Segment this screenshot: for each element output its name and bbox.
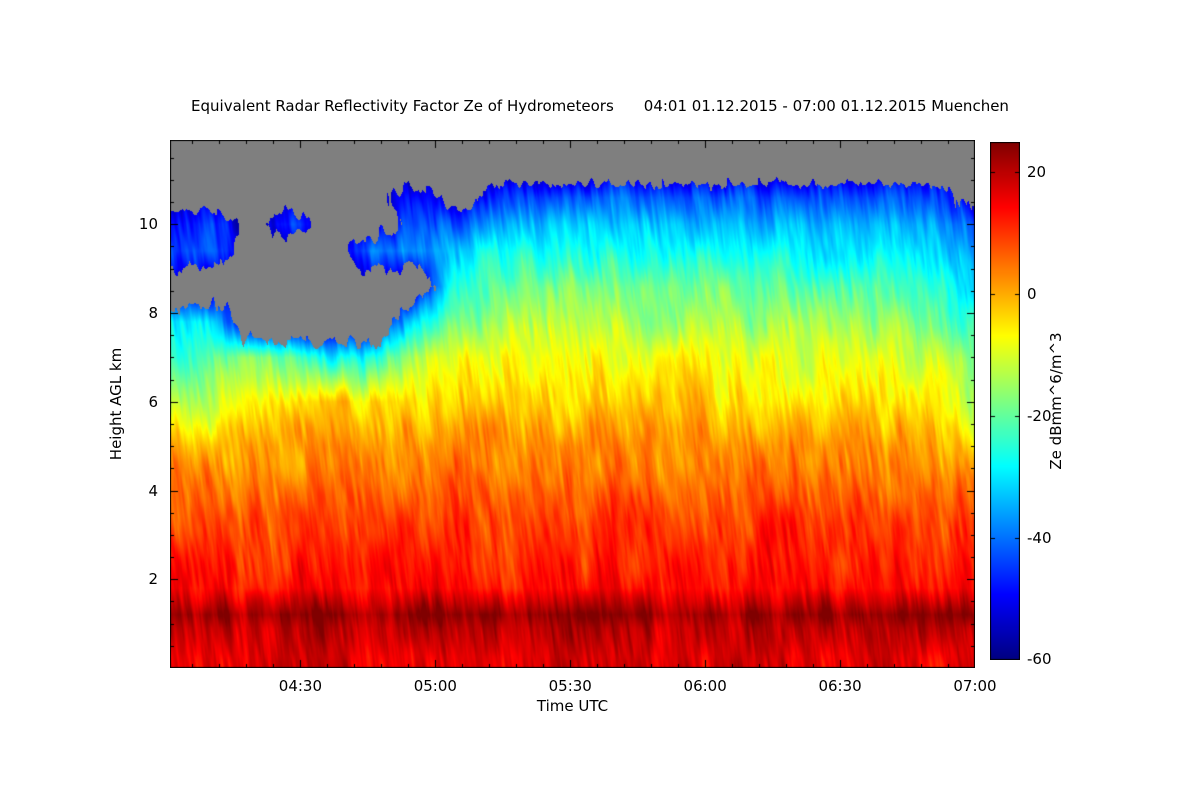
colorbar-tick-label: -40 bbox=[1027, 529, 1052, 547]
x-tick-label: 05:00 bbox=[413, 677, 457, 695]
x-tick-label: 04:30 bbox=[278, 677, 323, 695]
x-axis-label: Time UTC bbox=[536, 697, 609, 715]
x-tick-label: 07:00 bbox=[953, 677, 997, 695]
colorbar bbox=[990, 142, 1020, 660]
colorbar-label: Ze dBmm^6/m^3 bbox=[1047, 332, 1065, 470]
heatmap-plot bbox=[170, 140, 975, 668]
x-tick-label: 06:30 bbox=[818, 677, 862, 695]
colorbar-tick-label: -60 bbox=[1027, 650, 1052, 668]
colorbar-tick-label: 20 bbox=[1027, 163, 1047, 181]
x-tick-label: 05:30 bbox=[548, 677, 592, 695]
chart-title-daterange: 04:01 01.12.2015 - 07:00 01.12.2015 Muen… bbox=[643, 97, 1009, 115]
y-axis-label: Height AGL km bbox=[107, 347, 125, 461]
chart-title-text: Equivalent Radar Reflectivity Factor Ze … bbox=[191, 97, 614, 115]
y-tick-label: 8 bbox=[148, 304, 158, 323]
y-tick-label: 10 bbox=[138, 215, 158, 234]
chart-title: Equivalent Radar Reflectivity Factor Ze … bbox=[0, 97, 1200, 115]
x-tick-label: 06:00 bbox=[683, 677, 727, 695]
y-tick-label: 4 bbox=[148, 481, 158, 500]
y-tick-label: 2 bbox=[148, 570, 158, 589]
colorbar-tick-label: 0 bbox=[1027, 285, 1037, 303]
